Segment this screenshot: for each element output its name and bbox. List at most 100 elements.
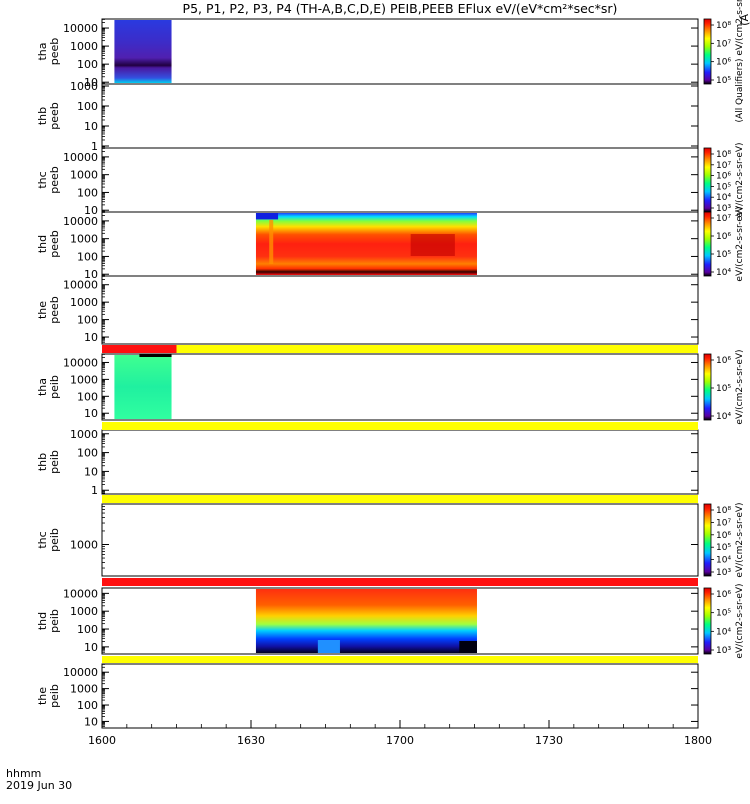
colorbar-tick-label: 10⁶: [716, 58, 731, 68]
status-bar-yellow: [176, 345, 698, 353]
spectrogram-feature: [255, 589, 274, 653]
panel-tha-peeb: 10000 1000 100 10 tha peeb 10⁸ 10⁷ 10⁶ 10⁵ (All Qu…: [36, 0, 745, 122]
colorbar-tick-label: 10³: [716, 204, 731, 214]
panel-type-label: peib: [48, 528, 61, 552]
y-tick-label: 100: [77, 58, 98, 71]
panel-tha-peib: 10000 1000 100 10 tha peib 10⁶ 10⁵ 10⁴ eV/(cm2-s-…: [36, 349, 745, 424]
y-tick-label: 10000: [63, 151, 98, 164]
panel-frame: [101, 503, 699, 577]
panel-probe-label: thd: [36, 235, 49, 253]
panel-type-label: peeb: [48, 166, 61, 194]
panel-type-label: peib: [48, 684, 61, 708]
panel-thb-peib: 1000 100 10 1 thb peib: [36, 428, 699, 497]
spectrogram-feature: [255, 213, 279, 220]
colorbar-label: eV/(cm2-s-sr-eV): [735, 583, 745, 658]
colorbar: [703, 18, 712, 85]
colorbar-label: (All Qualifiers) eV/(cm2-s-sr-eV): [735, 0, 745, 122]
colorbar-label: eV/(cm2-s-sr-eV): [735, 206, 745, 281]
colorbar-tick-label: 10³: [716, 646, 731, 656]
y-tick-label: 1000: [70, 539, 98, 552]
y-tick-label: 10: [84, 331, 98, 344]
colorbar: [703, 587, 712, 655]
status-bar-red: [102, 345, 177, 353]
panel-the-peib: 10000 1000 100 10 the peib: [36, 663, 699, 729]
colorbar-tick-label: 10⁸: [716, 21, 731, 31]
status-bar-yellow: [102, 495, 698, 503]
colorbar-tick-label: 10³: [716, 568, 731, 578]
panel-type-label: peib: [48, 450, 61, 474]
time-axis: 1600 1630 1700 1730 1800: [88, 720, 712, 747]
spectrogram-feature: [459, 641, 477, 653]
y-tick-label: 1000: [70, 40, 98, 53]
y-tick-label: 100: [77, 186, 98, 199]
y-tick-label: 1000: [70, 80, 98, 93]
panel-probe-label: thc: [36, 171, 49, 188]
y-tick-label: 100: [77, 390, 98, 403]
panel-probe-label: thd: [36, 612, 49, 630]
date-label: 2019 Jun 30: [6, 779, 72, 792]
status-bar-yellow: [102, 422, 698, 430]
colorbar-label: eV/(cm2-s-sr-eV): [735, 502, 745, 577]
y-tick-label: 1000: [70, 233, 98, 246]
panel-frame: [101, 587, 699, 655]
spectrogram-data: [114, 20, 172, 83]
spectrogram-data: [255, 589, 477, 653]
y-tick-label: 10000: [63, 356, 98, 369]
panel-frame: [101, 18, 699, 85]
y-tick-label: 100: [77, 250, 98, 263]
colorbar-tick-label: 10⁴: [716, 627, 731, 637]
panel-thb-peeb: 1000 100 10 1 thb peeb: [36, 80, 699, 153]
x-tick-label: 1630: [237, 734, 265, 747]
colorbar: [703, 211, 712, 277]
panel-type-label: peeb: [48, 230, 61, 258]
colorbar-tick-label: 10⁸: [716, 150, 731, 160]
y-tick-label: 10: [84, 268, 98, 281]
panel-probe-label: thb: [36, 107, 49, 125]
colorbar-tick-label: 10⁵: [716, 543, 731, 553]
spectrogram-data: [114, 355, 172, 419]
colorbar-tick-label: 10⁷: [716, 518, 731, 528]
spectrogram-feature: [317, 640, 340, 653]
colorbar-tick-label: 10⁶: [716, 356, 731, 366]
y-tick-label: 10000: [63, 215, 98, 228]
colorbar-tick-label: 10⁷: [716, 39, 731, 49]
panel-the-peeb: 10000 1000 100 10 the peeb: [36, 275, 699, 345]
panel-thd-peeb: 10000 1000 100 10 thd peeb 10⁷ 10⁶ 10⁵ 10⁴ eV/(cm2…: [36, 206, 745, 281]
panel-probe-label: thb: [36, 453, 49, 471]
y-tick-label: 1000: [70, 296, 98, 309]
colorbar-tick-label: 10⁶: [716, 232, 731, 242]
x-tick-label: 1700: [386, 734, 414, 747]
y-tick-label: 100: [77, 699, 98, 712]
colorbar-tick-label: 10⁵: [716, 609, 731, 619]
y-tick-label: 1000: [70, 169, 98, 182]
colorbar-tick-label: 10⁴: [716, 193, 731, 203]
colorbar-tick-label: 10⁷: [716, 214, 731, 224]
panel-frame: [101, 663, 699, 729]
panel-frame: [101, 429, 699, 495]
y-tick-label: 10: [84, 204, 98, 217]
panel-type-label: peeb: [48, 296, 61, 324]
y-tick-label: 10: [84, 120, 98, 133]
panel-thc-peib: 1000 thc peib 10⁸ 10⁷ 10⁶ 10⁵ 10⁴ 10³ eV/(cm2-s-s…: [36, 502, 745, 578]
colorbar-tick-label: 10⁵: [716, 76, 731, 86]
y-tick-label: 10: [84, 641, 98, 654]
panel-type-label: peeb: [48, 102, 61, 130]
y-tick-label: 10000: [63, 22, 98, 35]
panel-type-label: peib: [48, 375, 61, 399]
colorbar: [703, 147, 712, 213]
time-axis-label: hhmm: [6, 767, 41, 780]
colorbar-tick-label: 10⁶: [716, 531, 731, 541]
panel-probe-label: tha: [36, 378, 49, 396]
colorbar-tick-label: 10⁷: [716, 161, 731, 171]
y-tick-label: 100: [77, 447, 98, 460]
spectrogram-feature: [269, 220, 274, 264]
panel-frame: [101, 353, 699, 421]
colorbar-tick-label: 10⁶: [716, 590, 731, 600]
right-edge-label: (A: [738, 14, 750, 26]
figure-title: P5, P1, P2, P3, P4 (TH-A,B,C,D,E) PEIB,P…: [183, 1, 618, 16]
spectrogram-feature: [410, 234, 455, 256]
